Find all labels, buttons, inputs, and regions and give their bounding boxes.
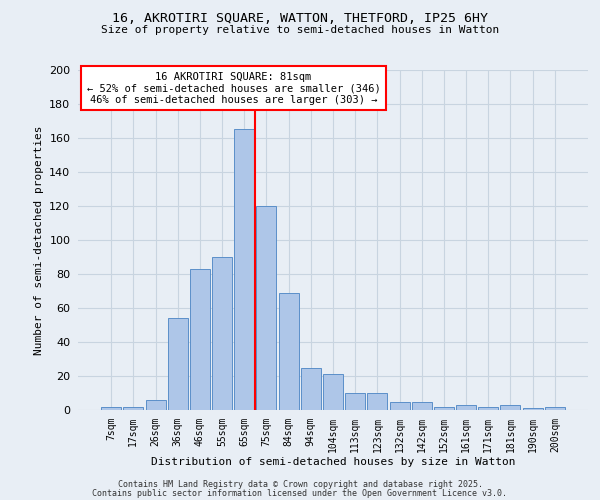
Text: Size of property relative to semi-detached houses in Watton: Size of property relative to semi-detach…: [101, 25, 499, 35]
Bar: [412, 402, 432, 410]
Bar: [146, 400, 166, 410]
Bar: [278, 292, 299, 410]
Bar: [523, 408, 542, 410]
Bar: [434, 406, 454, 410]
Bar: [234, 130, 254, 410]
Bar: [345, 393, 365, 410]
Bar: [478, 406, 498, 410]
Text: 16 AKROTIRI SQUARE: 81sqm
← 52% of semi-detached houses are smaller (346)
46% of: 16 AKROTIRI SQUARE: 81sqm ← 52% of semi-…: [86, 72, 380, 105]
Bar: [256, 206, 277, 410]
Bar: [124, 406, 143, 410]
Bar: [301, 368, 321, 410]
Y-axis label: Number of semi-detached properties: Number of semi-detached properties: [34, 125, 44, 355]
Bar: [545, 406, 565, 410]
Text: 16, AKROTIRI SQUARE, WATTON, THETFORD, IP25 6HY: 16, AKROTIRI SQUARE, WATTON, THETFORD, I…: [112, 12, 488, 26]
Bar: [389, 402, 410, 410]
Bar: [168, 318, 188, 410]
X-axis label: Distribution of semi-detached houses by size in Watton: Distribution of semi-detached houses by …: [151, 457, 515, 467]
Bar: [323, 374, 343, 410]
Bar: [456, 405, 476, 410]
Text: Contains public sector information licensed under the Open Government Licence v3: Contains public sector information licen…: [92, 488, 508, 498]
Bar: [367, 393, 388, 410]
Bar: [101, 406, 121, 410]
Bar: [190, 269, 210, 410]
Bar: [500, 405, 520, 410]
Text: Contains HM Land Registry data © Crown copyright and database right 2025.: Contains HM Land Registry data © Crown c…: [118, 480, 482, 489]
Bar: [212, 257, 232, 410]
